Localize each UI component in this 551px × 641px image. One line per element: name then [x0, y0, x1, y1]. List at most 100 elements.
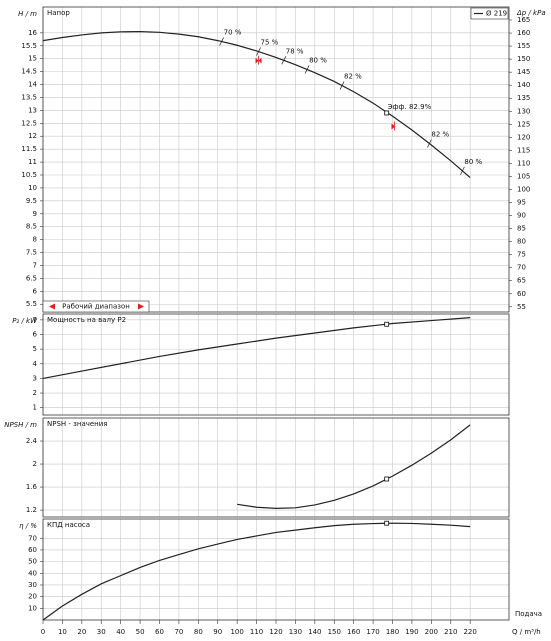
panel-title: NPSH - значения [47, 420, 108, 428]
y-tick-label: 1.6 [26, 483, 38, 491]
x-tick-label: 0 [41, 628, 45, 636]
efficiency-label: 78 % [286, 47, 304, 55]
legend-label: Ø 219 [486, 10, 507, 18]
curve [42, 30, 471, 179]
y-tick-label: 7.5 [26, 249, 37, 257]
x-tick-label: 100 [230, 628, 243, 636]
y2-tick-label: 140 [517, 81, 530, 89]
x-tick-label: 150 [328, 628, 341, 636]
y2-tick-label: 135 [517, 94, 530, 102]
y-axis-label: η / % [19, 522, 37, 530]
y-tick-label: 9 [33, 210, 37, 218]
plot-frame [42, 6, 510, 313]
x-axis-title: Подача [515, 610, 542, 618]
x-tick-label: 20 [77, 628, 86, 636]
y-tick-label: 2 [33, 389, 37, 397]
y2-tick-label: 115 [517, 146, 530, 154]
efficiency-label: 75 % [261, 39, 279, 47]
y2-tick-label: 130 [517, 107, 530, 115]
x-tick-label: 180 [386, 628, 399, 636]
y2-tick-label: 90 [517, 212, 526, 220]
y2-tick-label: 160 [517, 29, 530, 37]
efficiency-tick [304, 65, 310, 74]
efficiency-label: 82 % [431, 131, 449, 139]
curve [237, 424, 471, 509]
y2-tick-label: 70 [517, 264, 526, 272]
y2-tick-label: 75 [517, 251, 526, 259]
y-tick-label: 6 [33, 287, 38, 295]
plot-frame [42, 417, 510, 518]
y2-tick-label: 105 [517, 172, 530, 180]
efficiency-tick [281, 56, 287, 65]
y2-tick-label: 165 [517, 16, 530, 24]
y-tick-label: 7 [33, 316, 37, 324]
curve [42, 522, 471, 621]
range-marker [391, 123, 396, 130]
bep-label: Эфф. 82.9% [388, 103, 432, 111]
x-tick-label: 90 [213, 628, 222, 636]
y-tick-label: 2.4 [26, 437, 38, 445]
x-axis-label: Q / m³/h [512, 628, 541, 636]
y-tick-label: 60 [28, 546, 37, 554]
efficiency-tick [460, 166, 465, 176]
y2-axis-label: Δp / kPa [516, 9, 546, 17]
y-tick-label: 12 [28, 132, 37, 140]
panel-title: Напор [47, 9, 70, 17]
y2-tick-label: 150 [517, 55, 530, 63]
efficiency-label: 80 % [464, 158, 482, 166]
x-tick-label: 130 [289, 628, 302, 636]
x-tick-label: 140 [308, 628, 321, 636]
y-tick-label: 14 [28, 81, 37, 89]
y-tick-label: 4 [33, 360, 38, 368]
efficiency-label: 70 % [224, 29, 242, 37]
panel-title: КПД насоса [47, 521, 90, 529]
y-tick-label: 14.5 [21, 68, 37, 76]
y-tick-label: 70 [28, 534, 37, 542]
y-tick-label: 6.5 [26, 274, 37, 282]
y-tick-label: 10 [28, 604, 37, 612]
y-tick-label: 16 [28, 29, 37, 37]
y-tick-label: 2 [33, 460, 37, 468]
x-tick-label: 30 [97, 628, 106, 636]
efficiency-tick [256, 47, 261, 56]
bep-marker [384, 520, 390, 526]
y2-tick-label: 100 [517, 185, 530, 193]
bep-marker [384, 110, 390, 116]
x-tick-label: 190 [405, 628, 418, 636]
y-tick-label: 30 [28, 581, 37, 589]
y-axis-label: H / m [18, 10, 37, 18]
y2-tick-label: 95 [517, 199, 526, 207]
y-tick-label: 5.5 [26, 300, 37, 308]
range-arrow-right [138, 303, 144, 310]
y2-tick-label: 125 [517, 120, 530, 128]
y2-tick-label: 155 [517, 42, 530, 50]
y2-tick-label: 85 [517, 225, 526, 233]
y2-tick-label: 55 [517, 303, 526, 311]
y-tick-label: 8.5 [26, 223, 37, 231]
efficiency-tick [339, 81, 345, 90]
efficiency-tick [219, 37, 224, 46]
y-tick-label: 12.5 [21, 119, 37, 127]
x-tick-label: 220 [463, 628, 476, 636]
y-axis-label: P₂ / kW [12, 317, 38, 325]
y-tick-label: 15 [28, 55, 37, 63]
efficiency-tick [427, 139, 432, 148]
y2-tick-label: 60 [517, 290, 526, 298]
legend-box [470, 7, 509, 20]
curve [42, 317, 471, 379]
y-tick-label: 40 [28, 569, 37, 577]
x-tick-label: 120 [269, 628, 282, 636]
range-box [42, 300, 150, 313]
efficiency-label: 80 % [309, 56, 327, 64]
y-tick-label: 1 [33, 404, 37, 412]
y-tick-label: 50 [28, 558, 37, 566]
efficiency-label: 82 % [344, 73, 362, 81]
x-tick-label: 110 [250, 628, 263, 636]
y-tick-label: 15.5 [21, 42, 37, 50]
panel-title: Мощность на валу P2 [47, 316, 126, 324]
y-axis-label: NPSH / m [4, 421, 37, 429]
plot-frame [42, 313, 510, 416]
y-tick-label: 5 [33, 345, 37, 353]
y2-tick-label: 145 [517, 68, 530, 76]
bep-marker [384, 321, 390, 327]
